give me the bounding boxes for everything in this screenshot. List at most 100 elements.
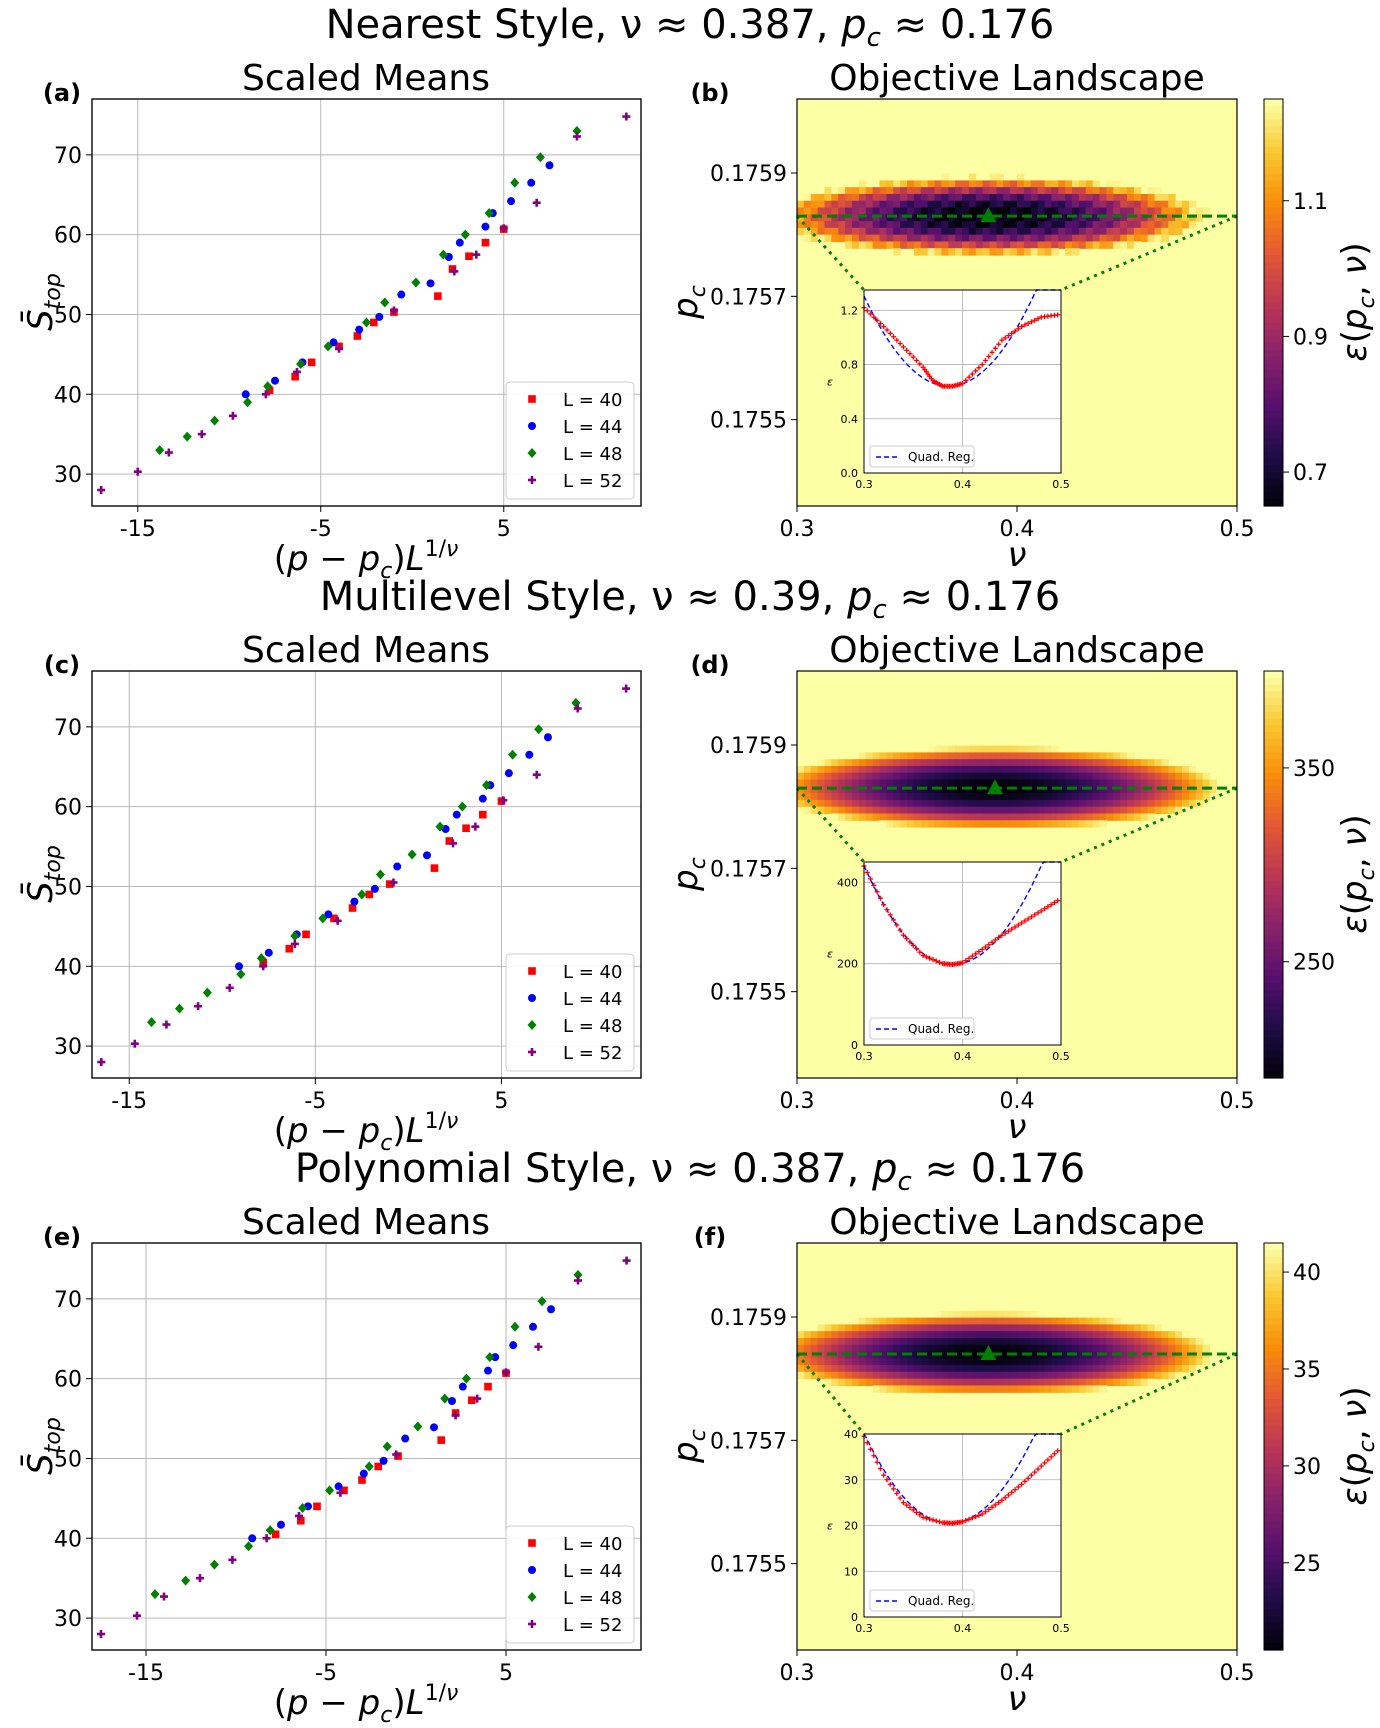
- data-point-l40: [330, 914, 338, 923]
- heatmap-cell: [1030, 207, 1039, 215]
- y-tick-label: 40: [54, 955, 82, 980]
- colorbar-segment: [1264, 1595, 1283, 1604]
- heatmap-title: Objective Landscape: [829, 1202, 1205, 1243]
- heatmap-title: Objective Landscape: [829, 58, 1205, 99]
- data-point-l44: [271, 376, 279, 385]
- heatmap-cell: [1037, 241, 1046, 249]
- heatmap-cell: [975, 221, 984, 229]
- heatmap-cell: [872, 793, 881, 801]
- heatmap-cell: [1154, 193, 1162, 202]
- heatmap-cell: [824, 1344, 832, 1353]
- inset-data-point: [920, 1514, 926, 1520]
- heatmap-cell: [1010, 193, 1018, 202]
- heatmap-cell: [996, 752, 1004, 760]
- data-point-l48: [380, 297, 390, 308]
- data-point-l52: [336, 1488, 345, 1497]
- heatmap-cell: [1161, 772, 1169, 781]
- heatmap-cell: [1175, 799, 1183, 808]
- heatmap-cell: [1113, 227, 1121, 236]
- heatmap-cell: [1092, 1385, 1101, 1393]
- heatmap-cell: [865, 779, 874, 787]
- data-point-l48: [202, 987, 212, 998]
- heatmap-cell: [934, 207, 942, 215]
- heatmap-cell: [845, 1337, 853, 1346]
- heatmap-cell: [1072, 1317, 1080, 1325]
- heatmap-cell: [879, 214, 887, 222]
- data-point-l40: [462, 824, 470, 833]
- heatmap-cell: [1010, 806, 1018, 815]
- inset-legend: Quad. Reg.: [869, 445, 975, 468]
- heatmap-cell: [838, 779, 846, 787]
- heatmap-cell: [1051, 786, 1059, 794]
- data-point-l44: [397, 290, 406, 299]
- heatmap-cell: [1099, 200, 1107, 209]
- heatmap-cell: [1072, 1385, 1080, 1393]
- inset-data-point: [864, 870, 870, 876]
- heatmap-cell: [1182, 1337, 1190, 1346]
- legend-label: L = 48: [563, 444, 622, 465]
- heatmap-cell: [927, 1331, 936, 1339]
- heatmap-cell: [996, 1371, 1004, 1380]
- inset-data-point: [891, 1486, 897, 1492]
- heatmap-cell: [1072, 193, 1080, 202]
- heatmap-cell: [982, 1385, 991, 1393]
- heatmap-cell: [968, 799, 977, 808]
- heatmap-cell: [824, 1378, 832, 1387]
- heatmap-cell: [824, 214, 832, 222]
- inset-data-point: [1042, 1460, 1048, 1466]
- heatmap-cell: [955, 820, 963, 828]
- data-point-l44: [370, 884, 379, 893]
- heatmap-cell: [1140, 1344, 1149, 1353]
- heatmap-cell: [982, 1331, 991, 1339]
- heatmap-cell: [879, 1371, 887, 1380]
- heatmap-cell: [996, 779, 1004, 787]
- heatmap-cell: [865, 772, 874, 781]
- heatmap-cell: [852, 1344, 860, 1353]
- heatmap-cell: [989, 1371, 997, 1380]
- heatmap-cell: [1182, 200, 1190, 209]
- heatmap-cell: [934, 1331, 942, 1339]
- colorbar-segment: [1264, 132, 1283, 141]
- colorbar-segment: [1264, 465, 1283, 473]
- colorbar-tick-label: 30: [1293, 1455, 1321, 1480]
- heatmap-cell: [886, 820, 894, 828]
- heatmap-cell: [1065, 820, 1073, 828]
- heatmap-cell: [1127, 227, 1135, 236]
- heatmap-cell: [955, 187, 963, 195]
- heatmap-cell: [1092, 1317, 1101, 1325]
- inset-data-point: [891, 917, 897, 923]
- heatmap-cell: [865, 793, 874, 801]
- heatmap-cell: [927, 207, 936, 215]
- heatmap-cell: [941, 793, 949, 801]
- heatmap-cell: [810, 193, 819, 202]
- y-tick-label: 0.1755: [710, 1553, 787, 1578]
- heatmap-cell: [1010, 207, 1018, 215]
- heatmap-cell: [824, 772, 832, 781]
- heatmap-cell: [1147, 193, 1156, 202]
- inset-data-point: [1019, 1481, 1025, 1487]
- heatmap-cell: [1092, 759, 1101, 767]
- heatmap-cell: [1051, 813, 1059, 821]
- heatmap-cell: [1147, 765, 1156, 774]
- heatmap-cell: [900, 765, 908, 774]
- heatmap-cell: [955, 1365, 963, 1373]
- heatmap-cell: [1065, 759, 1073, 767]
- heatmap-cell: [900, 820, 908, 828]
- heatmap-cell: [1072, 1371, 1080, 1380]
- heatmap-cell: [1023, 180, 1032, 188]
- inset-data-point: [986, 353, 992, 359]
- heatmap-cell: [1168, 1337, 1176, 1346]
- heatmap-cell: [1154, 779, 1162, 787]
- colorbar-segment: [1264, 942, 1283, 950]
- colorbar-segment: [1264, 268, 1283, 276]
- colorbar-segment: [1264, 962, 1283, 971]
- colorbar-frame: [1263, 98, 1284, 507]
- heatmap-cell: [893, 1358, 901, 1366]
- heatmap-cell: [1133, 187, 1142, 195]
- heatmap-cell: [1072, 200, 1080, 209]
- heatmap-cell: [1072, 1337, 1080, 1346]
- x-tick-label: 0.4: [1000, 517, 1035, 542]
- colorbar-segment: [1264, 1466, 1283, 1475]
- heatmap-cell: [1051, 221, 1059, 229]
- heatmap-cell: [955, 765, 963, 774]
